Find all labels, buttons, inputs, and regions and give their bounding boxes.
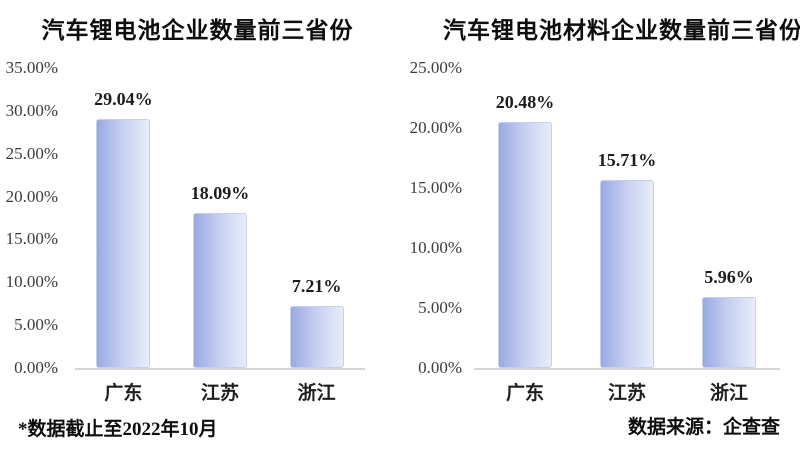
x-tick-label: 广东: [104, 383, 143, 404]
chart-battery-material-companies: 汽车锂电池材料企业数量前三省份 25.00% 20.00% 15.00% 10.00%…: [398, 0, 800, 450]
bar-jiangsu: [600, 179, 654, 368]
data-label: 20.48%: [495, 92, 555, 113]
data-label: 29.04%: [94, 89, 153, 110]
bar-guangdong: [498, 122, 552, 368]
chart-title: 汽车锂电池材料企业数量前三省份: [443, 18, 800, 43]
data-source-credit: 数据来源：企查查: [627, 417, 780, 438]
x-tick-label: 江苏: [201, 383, 240, 404]
bar-group: 20.48%: [474, 68, 576, 368]
x-tick-label: 浙江: [709, 383, 748, 404]
plot-area: 29.04% 18.09% 7.21%: [75, 68, 365, 370]
bar-group: 7.21%: [268, 68, 365, 368]
y-tick-label: 20.00%: [409, 118, 462, 137]
y-tick-label: 25.00%: [409, 58, 462, 77]
y-tick-label: 15.00%: [409, 178, 462, 197]
y-tick-label: 10.00%: [5, 272, 58, 292]
data-label: 7.21%: [291, 276, 342, 297]
y-tick-label: 5.00%: [14, 315, 58, 335]
y-tick-label: 15.00%: [5, 229, 58, 249]
bar-zhejiang: [702, 296, 756, 368]
y-tick-label: 25.00%: [5, 143, 58, 163]
bar-group: 18.09%: [172, 68, 269, 368]
y-axis-ticks: 25.00% 20.00% 15.00% 10.00% 5.00% 0.00%: [402, 0, 462, 450]
x-axis-labels: 广东 江苏 浙江: [75, 378, 365, 405]
bar-group: 29.04%: [75, 68, 172, 368]
bar-group: 15.71%: [576, 68, 678, 368]
x-tick-label: 江苏: [607, 383, 646, 404]
bar-zhejiang: [289, 306, 344, 368]
y-tick-label: 0.00%: [418, 358, 462, 377]
y-tick-label: 35.00%: [5, 58, 58, 77]
bar-guangdong: [96, 119, 151, 368]
y-axis-ticks: 35.00% 30.00% 25.00% 20.00% 15.00% 10.00% 5.00…: [0, 0, 58, 450]
data-label: 5.96%: [704, 266, 754, 287]
chart-title: 汽车锂电池企业数量前三省份: [41, 18, 354, 43]
x-tick-label: 浙江: [297, 383, 336, 404]
data-label: 15.71%: [597, 149, 657, 170]
x-tick-label: 广东: [505, 383, 544, 404]
data-cutoff-footnote: *数据截止至2022年10月: [18, 419, 218, 440]
y-tick-label: 30.00%: [5, 100, 58, 120]
bar-group: 5.96%: [678, 68, 780, 368]
y-tick-label: 10.00%: [409, 238, 462, 257]
y-tick-label: 0.00%: [14, 358, 58, 377]
data-label: 18.09%: [190, 182, 250, 203]
y-tick-label: 5.00%: [418, 298, 462, 317]
y-tick-label: 20.00%: [5, 186, 58, 206]
plot-area: 20.48% 15.71% 5.96%: [474, 68, 780, 370]
x-axis-labels: 广东 江苏 浙江: [474, 378, 780, 405]
bar-jiangsu: [193, 212, 247, 368]
chart-battery-companies: 汽车锂电池企业数量前三省份 35.00% 30.00% 25.00% 20.00% 15…: [0, 0, 395, 450]
